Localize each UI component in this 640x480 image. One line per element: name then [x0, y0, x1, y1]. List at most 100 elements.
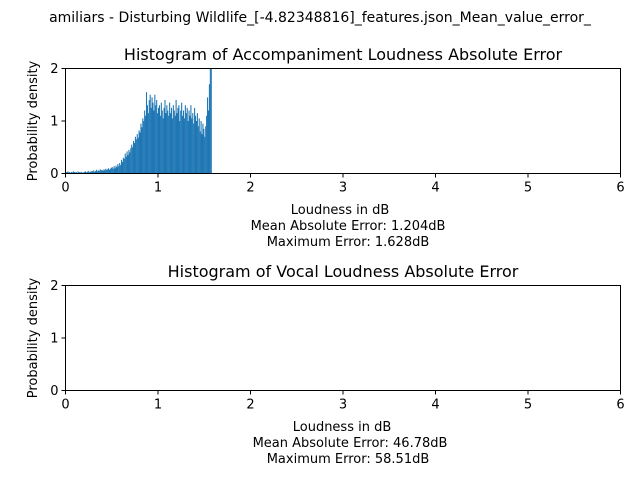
y-tick-label: 0 [50, 167, 58, 182]
histogram-bar [171, 118, 173, 174]
histogram-bar [195, 115, 197, 174]
histogram-bar [83, 172, 85, 174]
histogram-bar [132, 147, 134, 174]
histogram-bar [179, 121, 181, 174]
histogram-bar [159, 115, 161, 174]
histogram-bar [138, 130, 140, 174]
histogram-bar [110, 167, 112, 174]
histogram-bar [74, 172, 76, 174]
histogram-bar [140, 123, 142, 174]
histogram-bar [170, 107, 173, 174]
histogram-bar [114, 168, 116, 174]
histogram-bar [96, 171, 99, 174]
histogram-bar [116, 167, 118, 174]
x-tick-label: 6 [616, 398, 624, 413]
histogram-bar [90, 171, 92, 174]
histogram-bar [101, 169, 103, 174]
histogram-bar [89, 171, 91, 174]
histogram-bar [182, 115, 184, 174]
histogram-bar [166, 105, 168, 174]
histogram-bar [84, 171, 86, 174]
histogram-bar [121, 159, 123, 174]
y-axis-ticks: 0 1 2 [50, 279, 66, 399]
histogram-bar [104, 170, 106, 174]
histogram-bar [178, 105, 180, 174]
histogram-bar [108, 169, 111, 174]
x-tick-label: 5 [524, 181, 532, 196]
histogram-bar [204, 136, 206, 174]
histogram-bar [150, 107, 152, 174]
histogram-bar [141, 127, 143, 174]
histogram-bar [124, 153, 126, 174]
histogram-bar [92, 171, 94, 174]
histogram-bar [129, 152, 131, 174]
histogram-bar [93, 170, 95, 174]
annotation-mean-error: Mean Absolute Error: 46.78dB [253, 436, 448, 451]
y-axis-label: Probability density [26, 60, 41, 181]
x-tick-label: 5 [524, 398, 532, 413]
figure-suptitle-text: amiliars - Disturbing Wildlife_[-4.82348… [49, 10, 591, 26]
histogram-bar [111, 167, 113, 174]
histogram-bar [209, 68, 211, 174]
x-tick-label: 3 [339, 181, 347, 196]
histogram-bar [183, 118, 185, 174]
histogram-bar [71, 172, 74, 174]
histogram-bar [72, 171, 74, 174]
histogram-bar [184, 105, 186, 174]
histogram-bar [156, 100, 158, 174]
histogram-bar [113, 166, 115, 174]
annotation-mean-error: Mean Absolute Error: 1.204dB [251, 219, 446, 234]
histogram-bar [153, 110, 155, 174]
histogram-bar [207, 110, 210, 174]
y-tick-label: 1 [50, 332, 58, 347]
histogram-bar [194, 107, 196, 174]
histogram-bar [191, 118, 193, 174]
histogram-bar [85, 172, 87, 174]
histogram-bar [96, 169, 98, 174]
histogram-bar [81, 171, 83, 174]
histogram-bar [112, 168, 114, 174]
histogram-bar [80, 172, 82, 174]
histogram-bar [157, 113, 159, 174]
histogram-bar [201, 134, 203, 174]
histogram-bar [190, 105, 192, 174]
histogram-bar [86, 171, 88, 174]
histogram-bar [68, 172, 70, 174]
histogram-bar [88, 172, 90, 174]
histogram-bar [79, 171, 81, 174]
y-tick-label: 2 [50, 62, 58, 77]
histogram-bar [149, 94, 151, 174]
histogram-bar [165, 113, 167, 174]
histogram-bar [151, 97, 153, 174]
histogram-bar [168, 115, 170, 174]
x-axis-ticks: 0 1 2 3 4 5 6 [61, 173, 625, 196]
histogram-bar [162, 118, 164, 174]
histogram-bar [167, 110, 169, 174]
histogram-bar [207, 97, 209, 174]
histogram-bar [75, 171, 77, 174]
y-axis-label: Probability density [26, 277, 41, 398]
histogram-bar [163, 107, 165, 174]
histogram-bar [135, 139, 137, 174]
histogram-bar [180, 110, 182, 174]
histogram-bar [192, 113, 194, 174]
histogram-bar [200, 121, 202, 174]
x-tick-label: 3 [339, 398, 347, 413]
histogram-bar [115, 165, 117, 174]
x-axis-label: Loudness in dB [291, 203, 390, 218]
histogram-bar [102, 170, 104, 174]
histogram-bar [169, 102, 171, 174]
histogram-bar [137, 137, 139, 174]
histogram-bar [108, 168, 110, 174]
histogram-bars [65, 68, 212, 174]
histogram-bar [120, 165, 122, 174]
histogram-bar [160, 102, 162, 174]
x-tick-label: 0 [61, 181, 69, 196]
histogram-bar [144, 110, 146, 174]
annotation-max-error: Maximum Error: 1.628dB [267, 235, 430, 250]
histogram-bar [69, 171, 71, 174]
histogram-bar [210, 68, 212, 174]
histogram-bar [71, 171, 73, 174]
histogram-bar [73, 171, 75, 174]
